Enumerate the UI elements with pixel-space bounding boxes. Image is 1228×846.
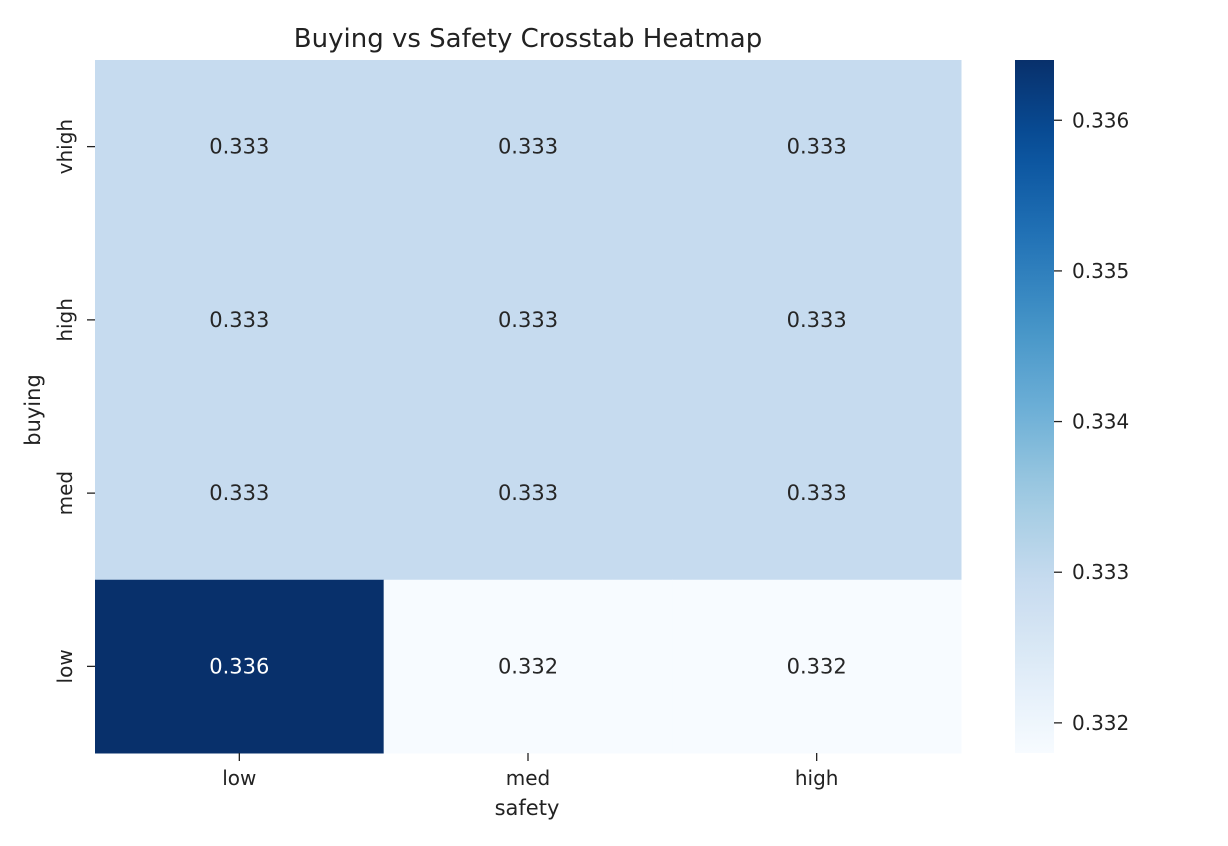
y-axis: vhigh high med low (53, 119, 95, 683)
heatmap-cell (95, 406, 385, 581)
colorbar: 0.332 0.333 0.334 0.335 0.336 (1015, 60, 1129, 753)
heatmap-cell (383, 233, 673, 407)
colorbar-tick-label: 0.334 (1072, 410, 1129, 434)
cell-annotation: 0.333 (787, 481, 847, 505)
heatmap-cell (383, 406, 673, 581)
heatmap-cell (672, 406, 962, 581)
cell-annotation: 0.336 (209, 654, 269, 678)
heatmap-cell (672, 579, 962, 754)
cell-annotation: 0.332 (787, 654, 847, 678)
cell-annotation: 0.333 (209, 308, 269, 332)
heatmap-cell (95, 60, 385, 234)
heatmap-cell (672, 60, 962, 234)
y-axis-label: buying (21, 374, 45, 446)
colorbar-tick-label: 0.335 (1072, 259, 1129, 283)
y-tick-label: med (53, 471, 77, 515)
x-axis-label: safety (495, 796, 560, 820)
x-tick-label: high (795, 766, 839, 790)
cell-annotation: 0.333 (209, 481, 269, 505)
colorbar-tick-label: 0.332 (1072, 711, 1129, 735)
y-tick-label: high (53, 298, 77, 342)
cell-annotations: 0.333 0.333 0.333 0.333 0.333 0.333 0.333 0.333… (209, 135, 846, 679)
x-tick-label: low (222, 766, 256, 790)
y-tick-label: vhigh (53, 119, 77, 174)
colorbar-gradient (1015, 60, 1054, 753)
cell-annotation: 0.333 (209, 135, 269, 159)
x-axis: low med high (222, 753, 838, 790)
x-tick-label: med (506, 766, 550, 790)
colorbar-tick-label: 0.336 (1072, 108, 1129, 132)
cell-annotation: 0.333 (498, 135, 558, 159)
cell-annotation: 0.333 (498, 481, 558, 505)
cell-annotation: 0.333 (787, 135, 847, 159)
cell-annotation: 0.332 (498, 654, 558, 678)
cell-annotation: 0.333 (498, 308, 558, 332)
y-tick-label: low (53, 649, 77, 683)
heatmap-cell (95, 579, 385, 754)
heatmap-cells (95, 60, 962, 754)
colorbar-tick-label: 0.333 (1072, 560, 1129, 584)
heatmap-cell (95, 233, 385, 407)
chart-title: Buying vs Safety Crosstab Heatmap (294, 24, 762, 54)
heatmap-cell (672, 233, 962, 407)
heatmap-cell (383, 579, 673, 754)
cell-annotation: 0.333 (787, 308, 847, 332)
heatmap-cell (383, 60, 673, 234)
